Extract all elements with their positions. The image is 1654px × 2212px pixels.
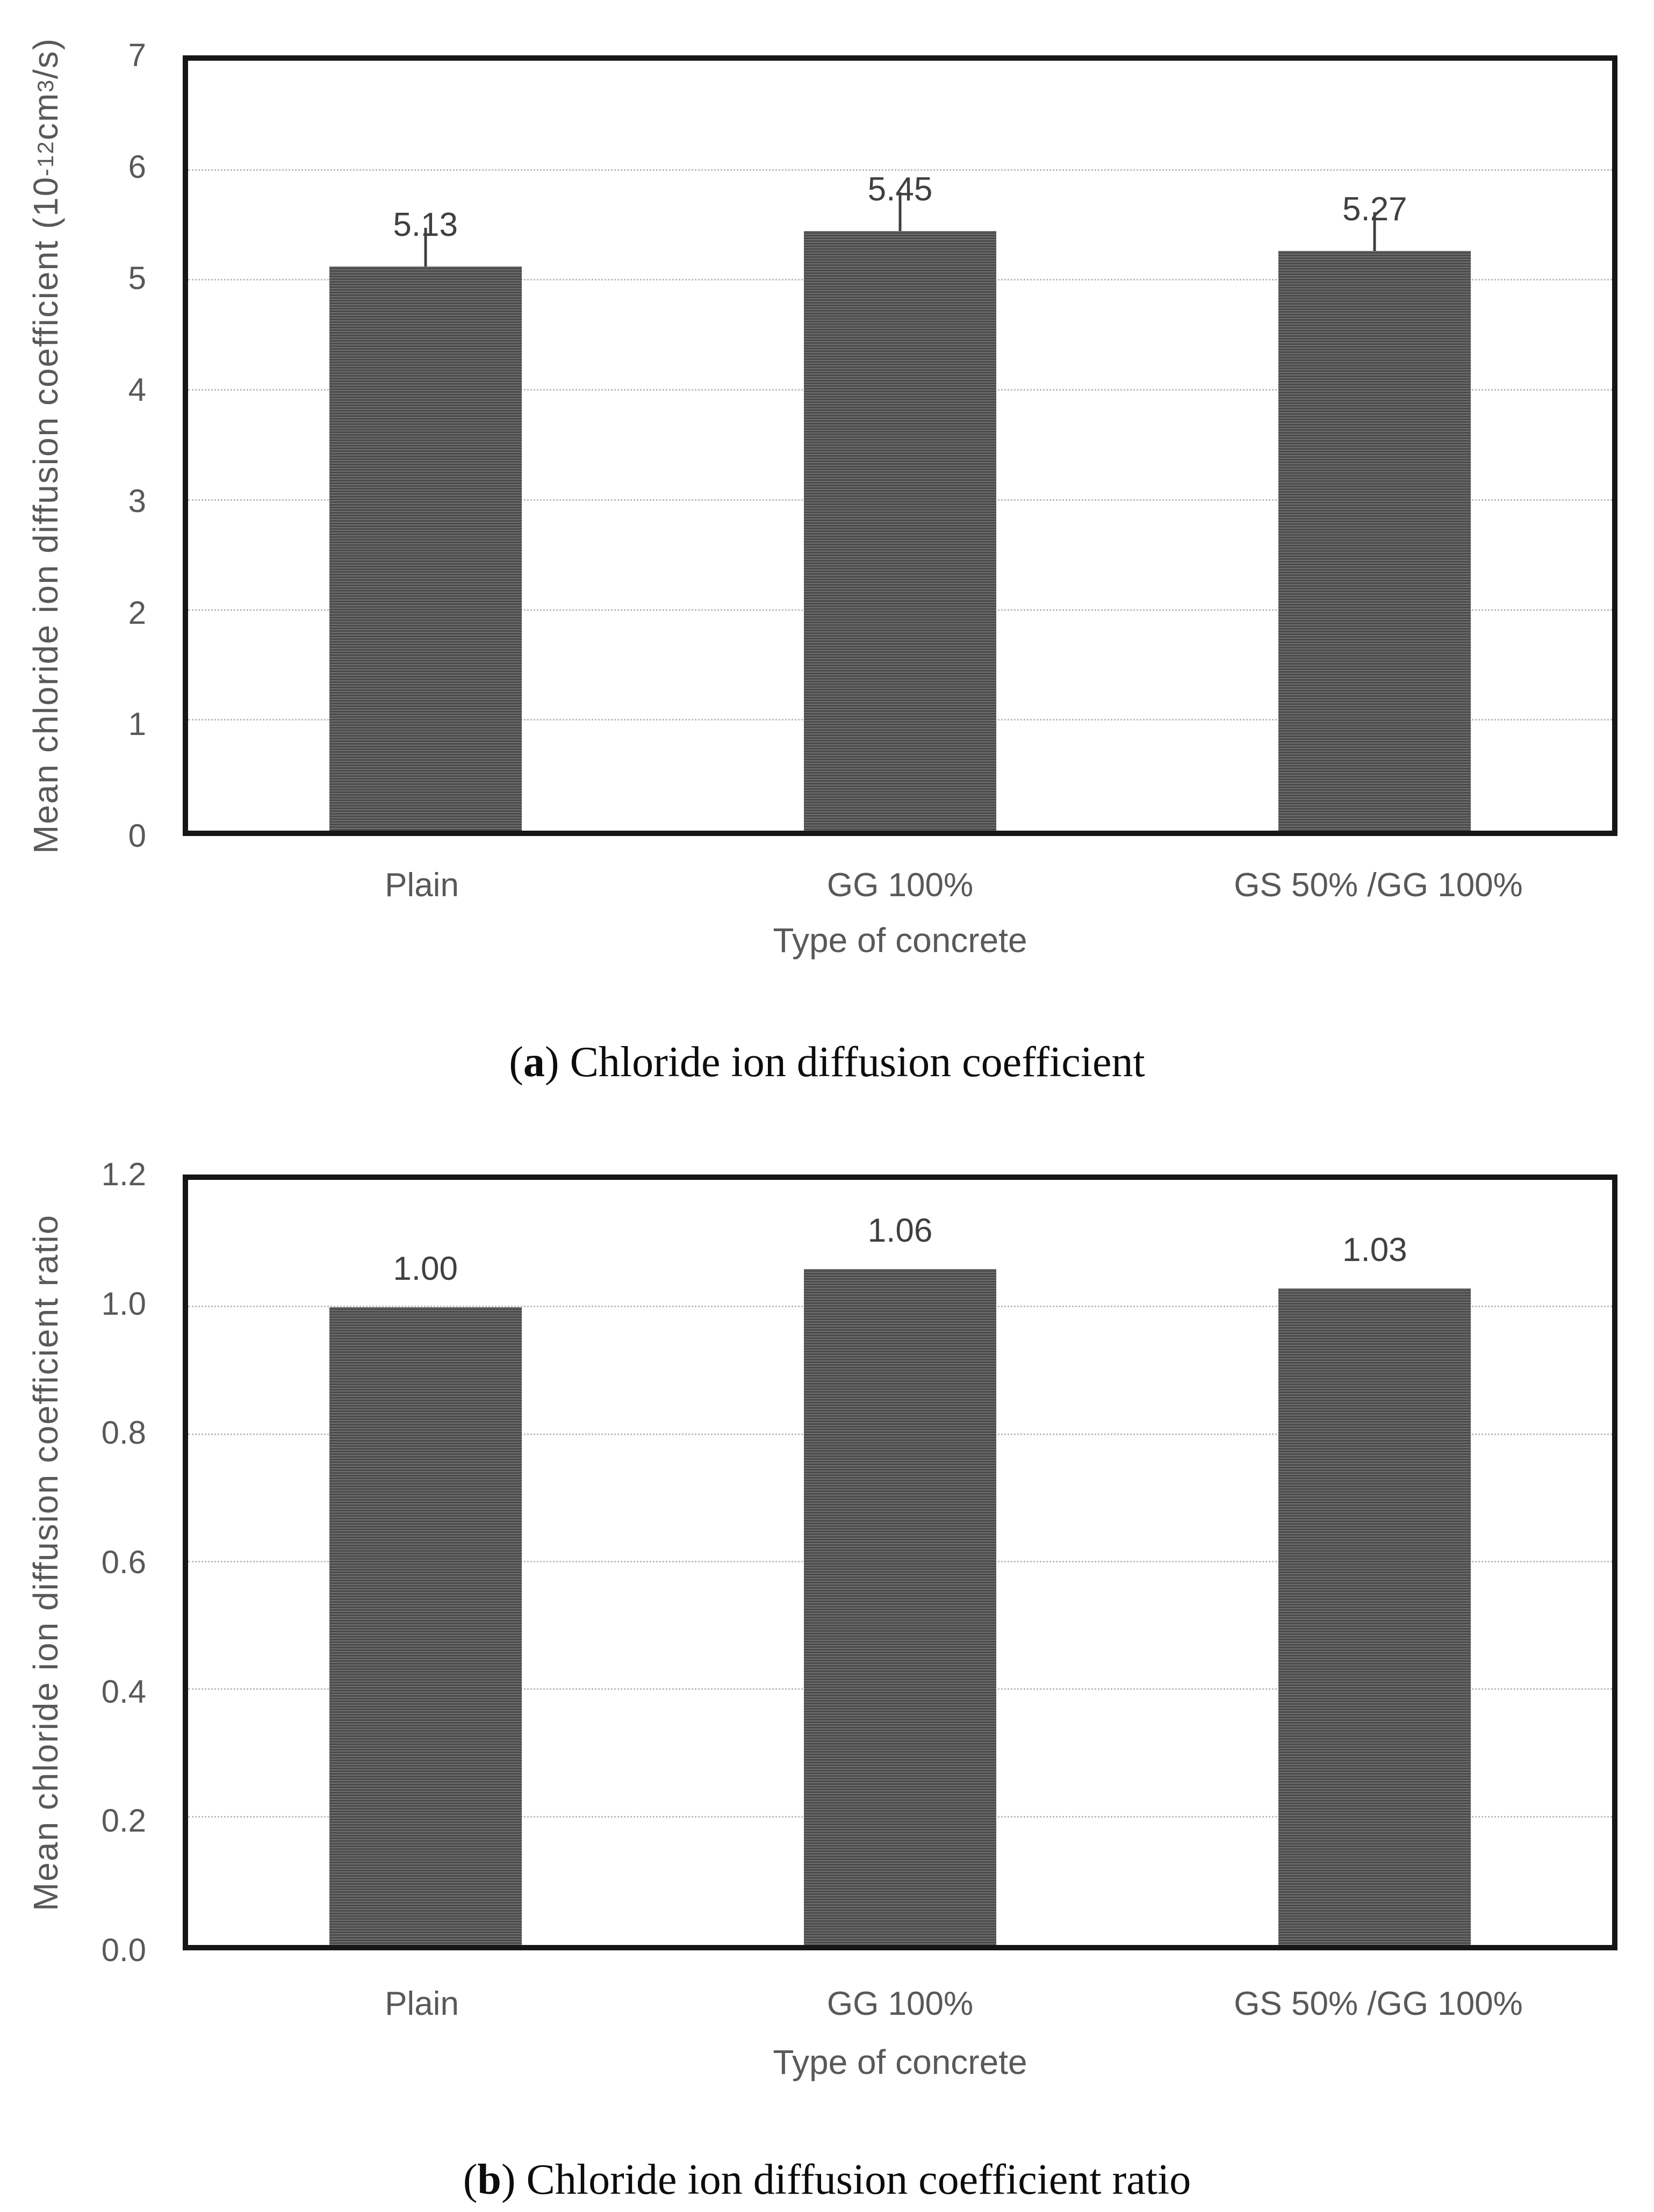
bar-GG 100% — [804, 231, 996, 831]
y-tick-label: 5 — [128, 260, 146, 297]
bar-GG 100% — [804, 1269, 996, 1945]
category-label: GS 50% /GG 100% — [1234, 867, 1523, 904]
y-tick-label: 2 — [128, 594, 146, 631]
bar-value-label: 1.03 — [1342, 1231, 1407, 1269]
y-tick-label: 3 — [128, 483, 146, 520]
y-tick-label: 7 — [128, 37, 146, 73]
x-axis-category-labels: Plain GG 100% GS 50% /GG 100% — [183, 1985, 1617, 2022]
y-axis-tick-labels: 0.0 0.2 0.4 0.6 0.8 1.0 1.2 — [0, 1158, 161, 1966]
x-axis-title: Type of concrete — [773, 2043, 1027, 2081]
error-bar-whisker — [898, 192, 902, 232]
caption-letter: b — [477, 2156, 501, 2203]
y-tick-label: 0.8 — [101, 1415, 146, 1451]
y-tick-label: 1 — [128, 706, 146, 743]
category-label: Plain — [385, 867, 459, 904]
y-tick-label: 0.0 — [101, 1932, 146, 1968]
plot-area: 1.00 1.06 1.03 — [183, 1175, 1617, 1950]
y-tick-label: 4 — [128, 371, 146, 408]
panel-caption: (a) Chloride ion diffusion coefficient — [0, 1038, 1654, 1087]
caption-paren-open: ( — [463, 2156, 478, 2203]
y-tick-label: 0 — [128, 818, 146, 854]
bar-value-label: 1.06 — [867, 1212, 933, 1250]
plot-area: 5.13 5.45 5.27 — [183, 55, 1617, 836]
y-tick-label: 1.0 — [101, 1285, 146, 1322]
category-label: GG 100% — [826, 867, 974, 904]
bar-Plain — [329, 1307, 522, 1945]
y-axis-tick-labels: 0 1 2 3 4 5 6 7 — [0, 39, 161, 852]
category-label: GG 100% — [826, 1985, 974, 2022]
caption-letter: a — [523, 1039, 545, 1086]
category-label: Plain — [385, 1985, 459, 2022]
bar-value-label: 5.27 — [1342, 191, 1407, 228]
bar-value-label: 5.13 — [393, 206, 458, 243]
y-tick-label: 0.2 — [101, 1803, 146, 1839]
bar-value-label: 1.00 — [393, 1250, 458, 1288]
bar-GS 50% /GG 100% — [1278, 251, 1471, 831]
y-tick-label: 0.4 — [101, 1673, 146, 1710]
x-axis-category-labels: Plain GG 100% GS 50% /GG 100% — [183, 866, 1617, 904]
error-bar-whisker — [424, 227, 427, 266]
caption-text: ) Chloride ion diffusion coefficient rat… — [501, 2156, 1191, 2203]
x-axis-title: Type of concrete — [773, 921, 1027, 960]
caption-text: ) Chloride ion diffusion coefficient — [544, 1039, 1145, 1086]
y-tick-label: 6 — [128, 148, 146, 185]
panel-caption: (b) Chloride ion diffusion coefficient r… — [0, 2156, 1654, 2204]
category-label: GS 50% /GG 100% — [1234, 1985, 1523, 2022]
gridline — [188, 169, 1612, 171]
error-bar-whisker — [1373, 212, 1376, 251]
bar-Plain — [329, 266, 522, 831]
bar-value-label: 5.45 — [867, 171, 933, 208]
caption-paren-open: ( — [509, 1039, 523, 1086]
y-tick-label: 0.6 — [101, 1544, 146, 1580]
bars: 5.13 5.45 5.27 — [188, 61, 1612, 831]
bars: 1.00 1.06 1.03 — [188, 1180, 1612, 1945]
bar-GS 50% /GG 100% — [1278, 1288, 1471, 1945]
y-tick-label: 1.2 — [101, 1156, 146, 1192]
